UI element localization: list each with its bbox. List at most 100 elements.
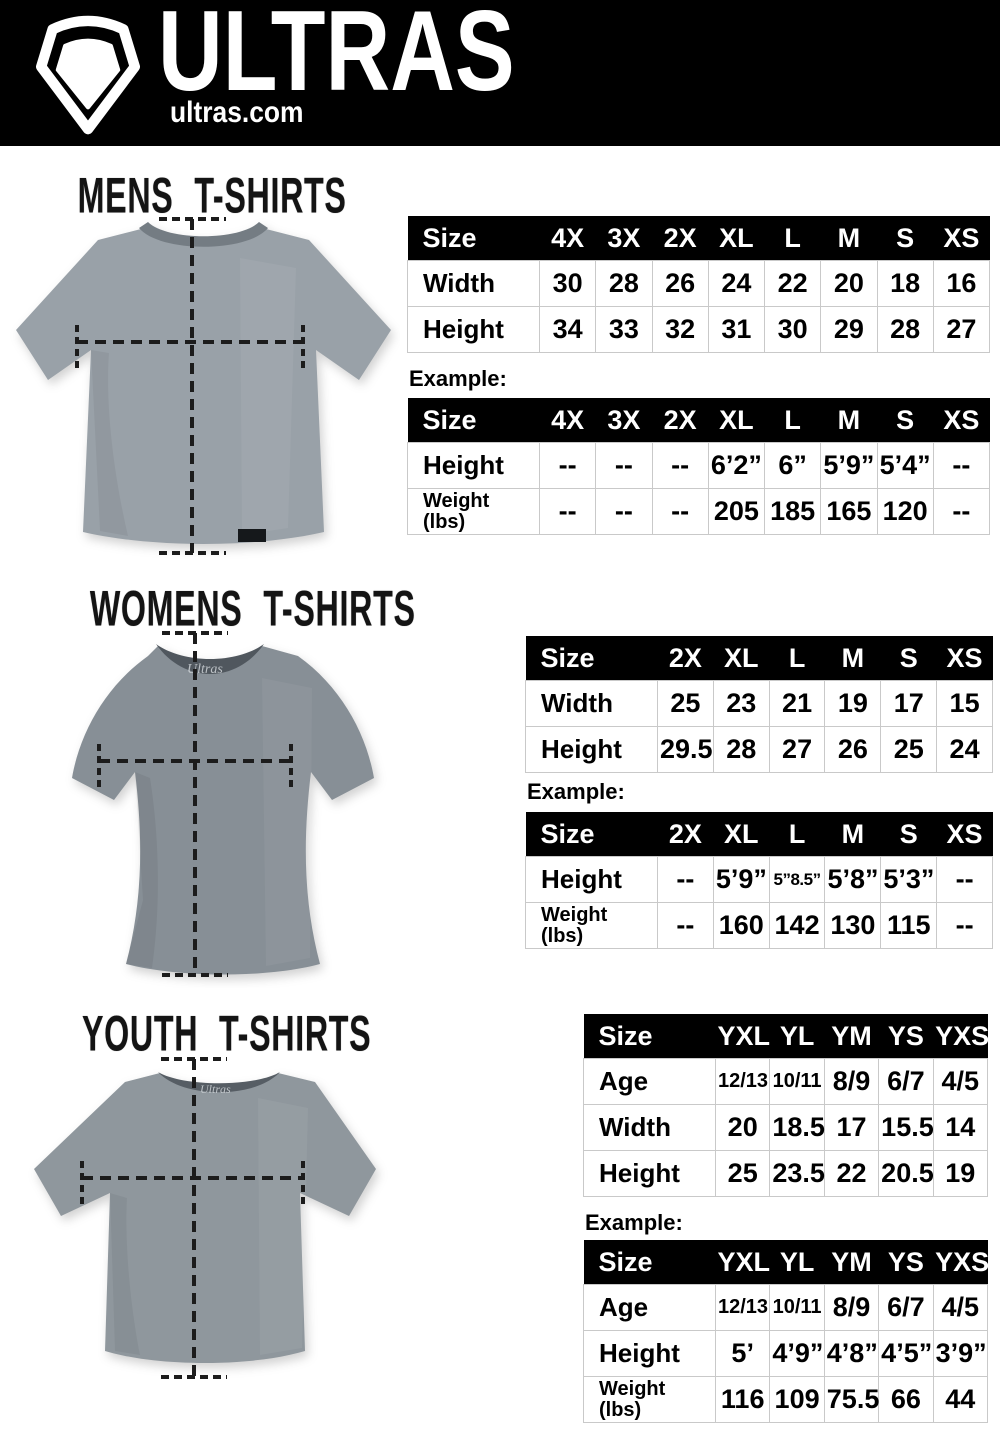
table-header-row: Size 2X XL L M S XS: [525, 812, 993, 857]
size-value-cell: 5’3”: [880, 856, 938, 903]
size-value-cell: --: [936, 902, 993, 949]
size-column-header: XL: [708, 216, 765, 261]
size-value-cell: 32: [651, 306, 709, 353]
size-value-cell: 4/5: [932, 1058, 989, 1105]
size-column-header: YXL: [715, 1240, 770, 1285]
size-value-cell: 28: [876, 306, 934, 353]
size-value-cell: --: [651, 488, 709, 535]
womens-size-table: Size 2X XL L M S XS Width 25 23 21 19 17 15 Height 29.5…: [525, 636, 993, 773]
size-column-header: L: [769, 636, 825, 681]
womens-tshirt-image: Ultras: [72, 631, 374, 977]
table-row: Width 20 18.5 17 15.5 14: [583, 1104, 989, 1151]
shading: [110, 1193, 140, 1355]
size-value-cell: 109: [769, 1376, 825, 1423]
youth-example-table: Size YXL YL YM YS YXS Age 12/13 10/11 8/9 6/7 4/5 He…: [583, 1240, 989, 1423]
size-column-header: XS: [933, 398, 990, 443]
table-header-row: Size YXL YL YM YS YXS: [583, 1240, 989, 1285]
size-value-cell: --: [595, 442, 653, 489]
highlight: [258, 1098, 308, 1355]
logo-inner-pentagon: [55, 38, 121, 110]
size-column-header: M: [824, 812, 881, 857]
table-header-row: Size 4X 3X 2X XL L M S XS: [407, 216, 990, 261]
size-value-cell: 19: [932, 1150, 989, 1197]
tshirt-body: [16, 229, 391, 544]
size-value-cell: 8/9: [823, 1058, 880, 1105]
size-value-cell: 12/13: [714, 1284, 771, 1331]
size-column-header: YL: [769, 1240, 825, 1285]
table-row: Height 25 23.5 22 20.5 19: [583, 1150, 989, 1197]
size-column-header: YXS: [933, 1240, 989, 1285]
size-value-cell: 23: [712, 680, 770, 727]
hem-tag: [238, 529, 266, 542]
size-value-cell: 6/7: [878, 1284, 934, 1331]
tshirt-collar: [158, 1072, 280, 1093]
row-label: Width: [583, 1104, 716, 1151]
size-value-cell: 5”8.5”: [768, 856, 826, 903]
size-value-cell: 8/9: [823, 1284, 880, 1331]
tshirt-collar: [139, 222, 268, 247]
size-column-header: 3X: [595, 398, 652, 443]
size-value-cell: 66: [878, 1376, 934, 1423]
table-row: Weight (lbs) -- 160 142 130 115 --: [525, 902, 993, 949]
table-row: Height 34 33 32 31 30 29 28 27: [407, 306, 991, 353]
size-column-header: 2X: [652, 398, 709, 443]
size-value-cell: 20.5: [878, 1150, 934, 1197]
highlight: [240, 258, 296, 535]
size-value-cell: 24: [936, 726, 993, 773]
size-value-cell: 25: [657, 680, 714, 727]
size-column-header: 2X: [657, 636, 714, 681]
womens-tshirt-shape: Ultras: [72, 644, 374, 975]
neck-label: Ultras: [200, 1082, 231, 1096]
brand-name: ULTRAS: [158, 0, 515, 115]
size-column-label: Size: [583, 1240, 716, 1285]
size-value-cell: 4’8”: [823, 1330, 880, 1377]
size-value-cell: --: [657, 856, 714, 903]
shading: [126, 772, 158, 968]
row-label: Height: [525, 856, 658, 903]
size-value-cell: --: [651, 442, 709, 489]
size-value-cell: 15.5: [878, 1104, 934, 1151]
size-column-label: Size: [525, 812, 658, 857]
size-value-cell: 205: [707, 488, 766, 535]
size-value-cell: 27: [768, 726, 826, 773]
youth-tshirt-image: Ultras: [34, 1057, 376, 1379]
size-value-cell: 20: [714, 1104, 771, 1151]
size-value-cell: 12/13: [714, 1058, 771, 1105]
size-value-cell: 3’9”: [932, 1330, 989, 1377]
ultras-logo-icon: [36, 15, 140, 135]
logo-outer-pentagon: [36, 15, 140, 135]
table-row: Age 12/13 10/11 8/9 6/7 4/5: [583, 1058, 989, 1105]
table-row: Height -- -- -- 6’2” 6” 5’9” 5’4” --: [407, 442, 991, 489]
size-column-header: YM: [824, 1240, 879, 1285]
size-value-cell: --: [657, 902, 714, 949]
mens-example-label: Example:: [409, 366, 507, 391]
size-column-header: YXS: [933, 1014, 989, 1059]
size-column-header: 3X: [595, 216, 652, 261]
row-label: Weight (lbs): [583, 1376, 716, 1423]
size-value-cell: --: [538, 488, 597, 535]
size-column-header: L: [769, 812, 825, 857]
size-value-cell: 14: [932, 1104, 989, 1151]
size-value-cell: 5’4”: [876, 442, 934, 489]
size-column-header: XS: [936, 636, 993, 681]
size-value-cell: 10/11: [769, 1284, 825, 1331]
womens-example-label: Example:: [527, 779, 625, 804]
tshirt-collar: [156, 644, 264, 674]
table-row: Height -- 5’9” 5”8.5” 5’8” 5’3” --: [525, 856, 993, 903]
size-column-header: S: [880, 812, 937, 857]
size-value-cell: 22: [823, 1150, 880, 1197]
size-value-cell: 6’2”: [707, 442, 766, 489]
mens-tshirt-shape: [16, 222, 391, 544]
size-value-cell: 28: [712, 726, 770, 773]
size-column-header: 4X: [539, 216, 596, 261]
row-label: Height: [583, 1330, 716, 1377]
row-label: Height: [525, 726, 658, 773]
size-value-cell: 160: [712, 902, 770, 949]
youth-measurement-lines: [80, 1057, 305, 1379]
size-column-header: XL: [713, 812, 770, 857]
table-header-row: Size YXL YL YM YS YXS: [583, 1014, 989, 1059]
size-value-cell: 115: [880, 902, 938, 949]
table-row: Weight (lbs) 116 109 75.5 66 44: [583, 1376, 989, 1423]
size-column-header: XS: [933, 216, 990, 261]
size-column-header: S: [877, 398, 934, 443]
